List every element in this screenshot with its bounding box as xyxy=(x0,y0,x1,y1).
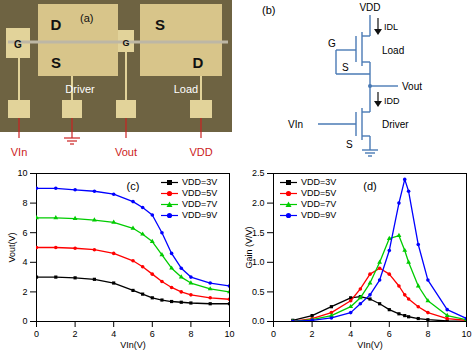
svg-text:VIn(V): VIn(V) xyxy=(357,340,383,350)
svg-text:G: G xyxy=(122,38,129,48)
svg-text:10: 10 xyxy=(224,329,234,339)
svg-text:2: 2 xyxy=(310,329,315,339)
svg-text:1.0: 1.0 xyxy=(252,257,265,268)
html-text:VDD=3V: VDD=3V xyxy=(182,177,218,187)
svg-text:Load: Load xyxy=(174,83,198,95)
svg-text:6: 6 xyxy=(22,228,27,238)
svg-text:S: S xyxy=(346,139,353,150)
svg-text:10: 10 xyxy=(17,168,27,178)
svg-text:S: S xyxy=(51,54,61,71)
svg-text:8: 8 xyxy=(425,329,430,339)
svg-text:IDL: IDL xyxy=(384,22,398,32)
svg-text:2: 2 xyxy=(22,287,27,297)
svg-text:2: 2 xyxy=(73,329,78,339)
svg-text:(a): (a) xyxy=(80,12,93,24)
html-text:VDD=9V: VDD=9V xyxy=(301,210,337,220)
svg-text:(c): (c) xyxy=(127,180,140,192)
svg-text:2.5: 2.5 xyxy=(252,168,265,178)
svg-text:G: G xyxy=(328,38,336,49)
svg-text:Driver: Driver xyxy=(382,119,409,130)
html-text:VDD=7V: VDD=7V xyxy=(182,199,218,209)
svg-text:8: 8 xyxy=(188,329,193,339)
svg-text:4: 4 xyxy=(348,329,353,339)
svg-text:0: 0 xyxy=(22,316,27,326)
svg-text:4: 4 xyxy=(111,329,116,339)
html-text:VDD=5V: VDD=5V xyxy=(182,188,218,198)
svg-text:Load: Load xyxy=(382,45,404,56)
svg-text:S: S xyxy=(155,16,165,33)
svg-text:(d): (d) xyxy=(363,180,376,192)
svg-text:10: 10 xyxy=(461,329,471,339)
svg-text:1.5: 1.5 xyxy=(252,227,265,238)
svg-text:VDD: VDD xyxy=(189,146,212,158)
html-text:VDD=3V: VDD=3V xyxy=(301,177,337,187)
svg-text:S: S xyxy=(342,62,349,73)
svg-text:8: 8 xyxy=(22,198,27,208)
svg-text:D: D xyxy=(51,16,62,33)
html-text:VDD=7V: VDD=7V xyxy=(301,199,337,209)
svg-text:Vout: Vout xyxy=(402,81,422,92)
svg-text:Vout: Vout xyxy=(115,146,137,158)
svg-text:(b): (b) xyxy=(262,4,275,16)
svg-text:4: 4 xyxy=(22,257,27,267)
svg-text:D: D xyxy=(193,54,204,71)
svg-text:0.0: 0.0 xyxy=(252,316,265,326)
svg-text:Gain (V/V): Gain (V/V) xyxy=(244,226,254,268)
svg-text:VIn: VIn xyxy=(11,146,28,158)
svg-text:VDD: VDD xyxy=(359,2,380,13)
svg-text:2.0: 2.0 xyxy=(252,198,265,208)
svg-text:0: 0 xyxy=(271,329,276,339)
svg-text:0.5: 0.5 xyxy=(252,287,265,297)
svg-text:IDD: IDD xyxy=(384,96,400,106)
svg-text:Driver: Driver xyxy=(65,83,95,95)
svg-text:6: 6 xyxy=(387,329,392,339)
svg-text:VIn(V): VIn(V) xyxy=(120,340,146,350)
svg-text:Vout(V): Vout(V) xyxy=(7,232,17,262)
svg-text:G: G xyxy=(14,39,22,50)
svg-text:0: 0 xyxy=(34,329,39,339)
html-text:VDD=5V: VDD=5V xyxy=(301,188,337,198)
svg-text:6: 6 xyxy=(150,329,155,339)
html-text:VDD=9V: VDD=9V xyxy=(182,210,218,220)
svg-text:VIn: VIn xyxy=(288,119,303,130)
